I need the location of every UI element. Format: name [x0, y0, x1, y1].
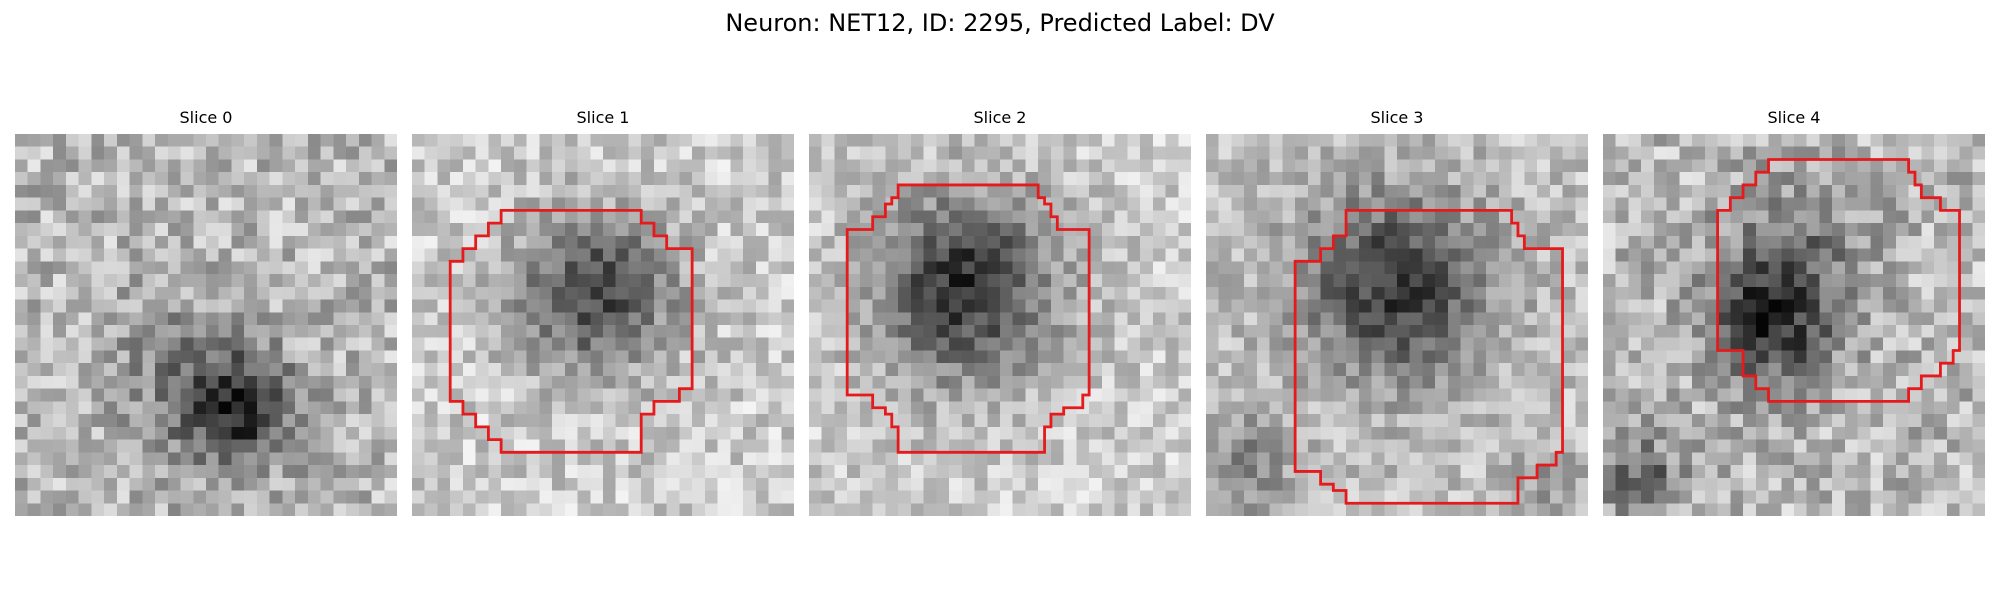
panel-title: Slice 1 [576, 108, 630, 127]
slice-image [412, 134, 794, 516]
slice-image [1206, 134, 1588, 516]
slice-image [809, 134, 1191, 516]
panel-title: Slice 0 [179, 108, 233, 127]
roi-contour [1716, 158, 1961, 403]
panel-slice-1: Slice 1 [412, 108, 794, 516]
panel-slice-2: Slice 2 [809, 108, 1191, 516]
roi-contour [448, 208, 694, 454]
slice-image [1603, 134, 1985, 516]
panel-title: Slice 3 [1370, 108, 1424, 127]
panel-title: Slice 4 [1767, 108, 1821, 127]
roi-contour [845, 183, 1091, 454]
panel-slice-0: Slice 0 [15, 108, 397, 516]
panel-slice-4: Slice 4 [1603, 108, 1985, 516]
panel-title: Slice 2 [973, 108, 1027, 127]
panel-slice-3: Slice 3 [1206, 108, 1588, 516]
roi-contour [1293, 208, 1564, 505]
figure-title: Neuron: NET12, ID: 2295, Predicted Label… [725, 9, 1275, 37]
slice-image [15, 134, 397, 516]
